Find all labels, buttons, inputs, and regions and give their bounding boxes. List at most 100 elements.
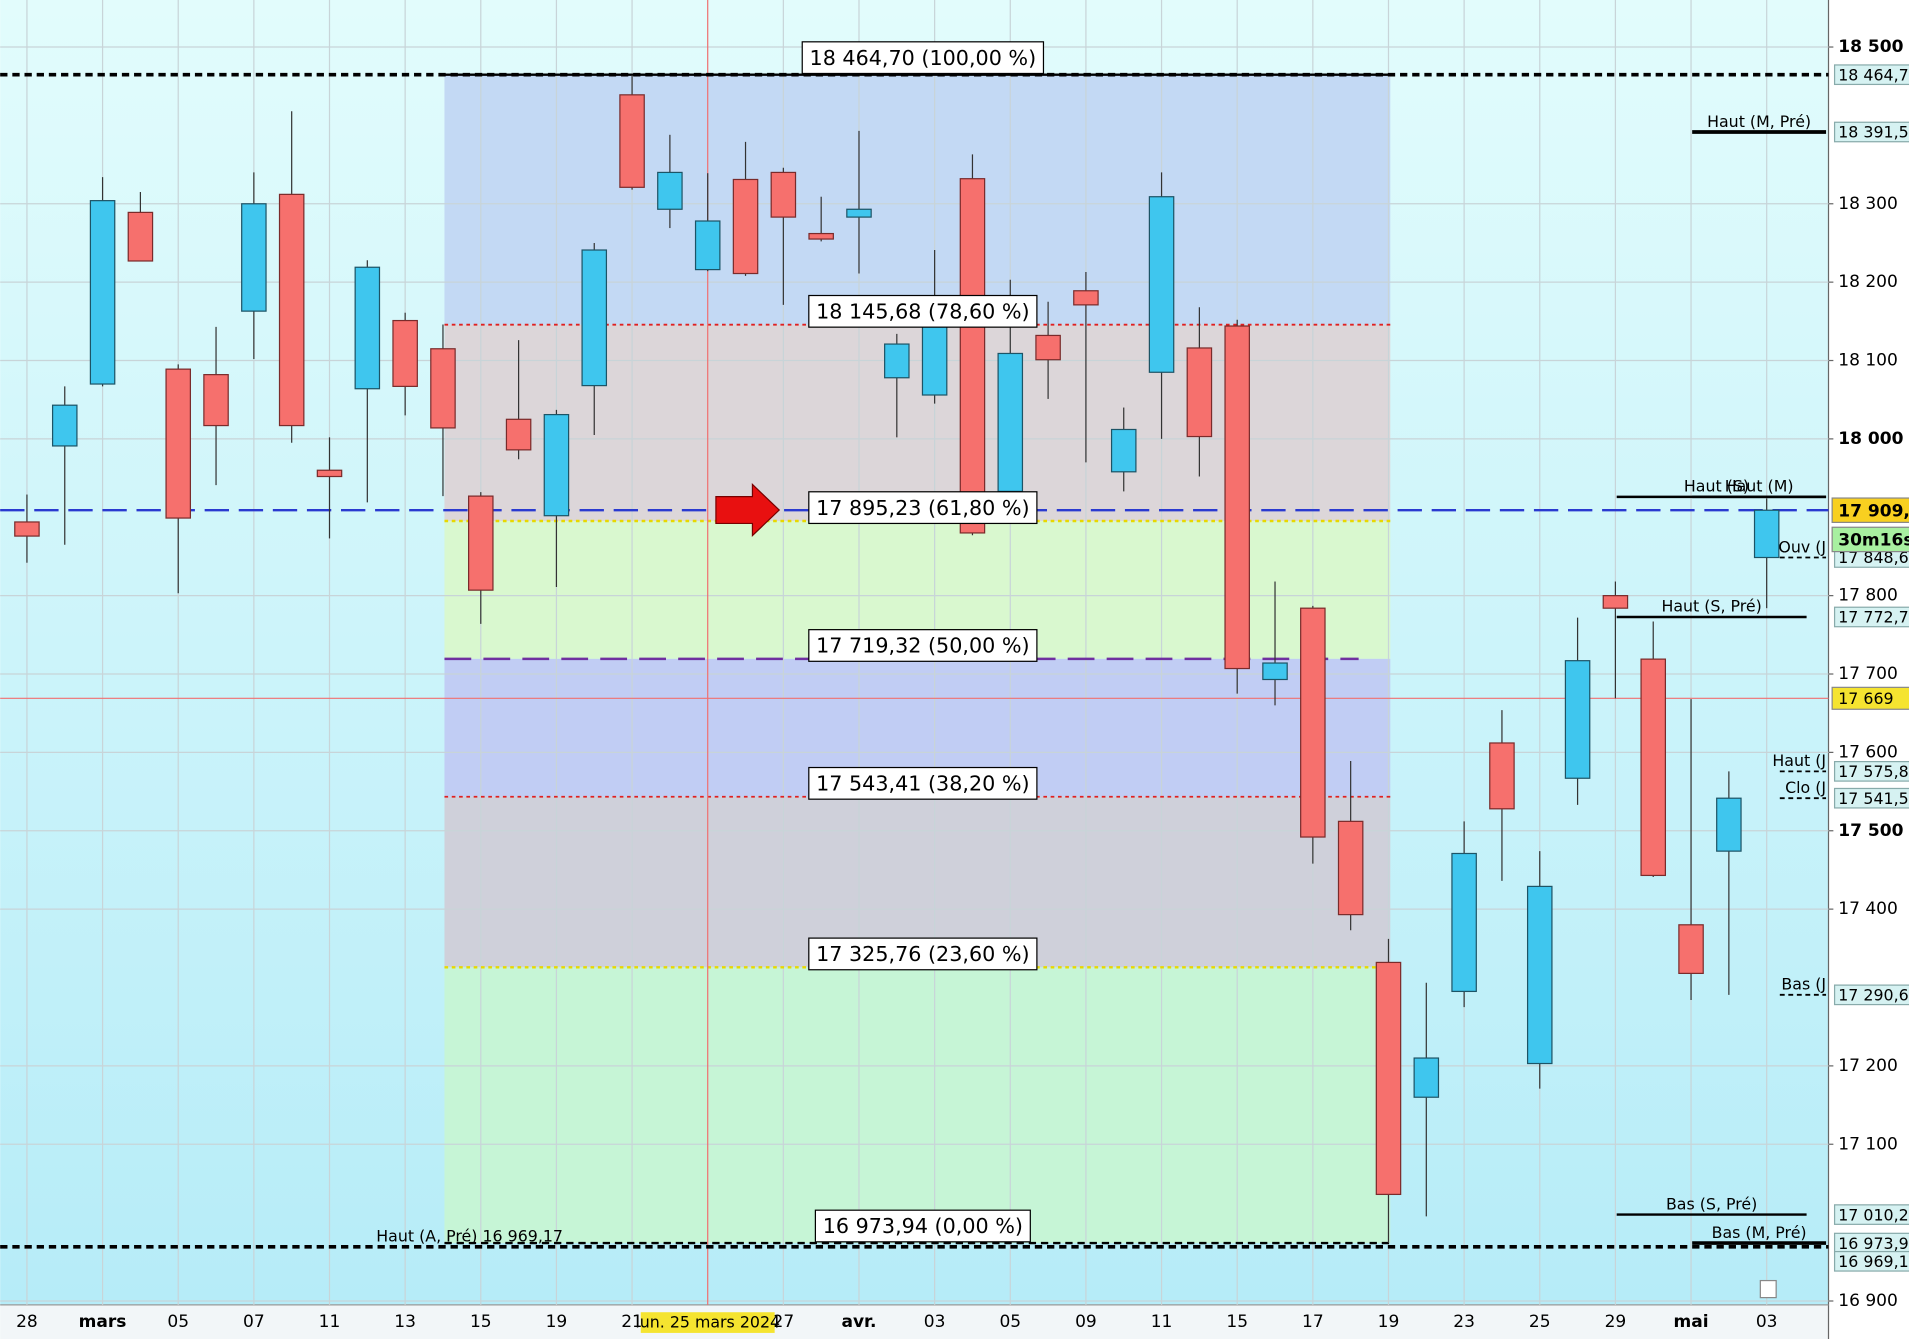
x-tick-label: 07	[243, 1312, 265, 1332]
candle-body	[278, 193, 305, 427]
fib-label-text: 17 543,41 (38,20 %)	[816, 772, 1029, 796]
candle-body	[1375, 961, 1402, 1196]
reference-label: Haut (M, Pré)	[1707, 112, 1811, 131]
candle-body	[1413, 1057, 1440, 1098]
fib-label: 17 719,32 (50,00 %)	[808, 629, 1038, 662]
candle-body	[1564, 660, 1591, 779]
y-tick-label: 17 100	[1838, 1134, 1898, 1154]
price-tag-box	[1833, 761, 1909, 782]
candle-body	[1602, 595, 1629, 609]
y-tick-label: 17 600	[1838, 742, 1898, 762]
y-tick-label: 17 200	[1838, 1056, 1898, 1076]
crosshair-price-box	[1831, 686, 1909, 710]
fib-label-box	[808, 491, 1038, 525]
candle-body	[1224, 325, 1250, 670]
fib-label-text: 18 145,68 (78,60 %)	[816, 300, 1029, 324]
candle-body	[808, 232, 834, 240]
fib-label: 16 973,94 (0,00 %)	[814, 1209, 1031, 1243]
candle-body	[203, 374, 229, 427]
info-icon[interactable]	[1759, 1279, 1777, 1299]
price-tag: 17 290,64	[1838, 986, 1909, 1005]
candle-body	[732, 178, 759, 275]
price-tag-box	[1833, 606, 1909, 628]
candle-body	[430, 348, 456, 429]
candle-body	[241, 203, 267, 312]
candle-body	[884, 343, 910, 379]
reference-label: Bas (J	[1781, 975, 1826, 994]
fib-label: 18 145,68 (78,60 %)	[808, 294, 1038, 328]
candle-body	[1753, 509, 1780, 559]
candle-body	[468, 495, 494, 591]
price-tag: 17 541,54	[1838, 789, 1909, 808]
fib-label: 17 543,41 (38,20 %)	[808, 766, 1038, 800]
countdown-box	[1831, 526, 1909, 553]
reference-label: Haut (J	[1772, 751, 1826, 770]
x-tick-label: 15	[1226, 1312, 1248, 1332]
candle-body	[14, 521, 40, 537]
candle-body	[1337, 820, 1364, 916]
price-tag: 18 391,58	[1838, 123, 1909, 142]
fib-label-text: 17 895,23 (61,80 %)	[816, 496, 1029, 520]
candle-body	[581, 249, 608, 387]
y-tick-label: 17 700	[1838, 664, 1898, 684]
candle-body	[959, 178, 986, 534]
candle-body	[1262, 662, 1288, 681]
fib-label-box	[814, 1209, 1031, 1243]
crosshair-price: 17 669	[1838, 689, 1893, 708]
candle-body	[165, 368, 192, 519]
reference-label: Haut (S)	[1684, 477, 1749, 496]
signal-arrow	[715, 483, 781, 538]
fib-label-box	[808, 937, 1038, 971]
candle-body	[657, 171, 683, 210]
candle-body	[392, 319, 418, 387]
candle-body	[1148, 196, 1175, 373]
price-tag-box	[1833, 984, 1909, 1006]
x-tick-label: 21	[621, 1312, 643, 1332]
fib-zone	[444, 967, 1391, 1244]
candle-body	[619, 94, 645, 188]
x-tick-label: 11	[319, 1312, 341, 1332]
x-tick-label: avr.	[841, 1312, 876, 1332]
candle-body	[51, 404, 78, 447]
reference-label: Bas (S, Pré)	[1666, 1194, 1757, 1213]
current-price-tag: 17 909,0	[1838, 501, 1909, 521]
y-tick-label: 17 400	[1838, 899, 1898, 919]
fib-label-box	[808, 766, 1038, 800]
x-tick-label: 19	[546, 1312, 568, 1332]
y-tick-label: 18 200	[1838, 272, 1898, 292]
x-tick-label: 13	[394, 1312, 416, 1332]
candle-body	[694, 220, 721, 271]
x-tick-label: 29	[1605, 1312, 1627, 1332]
price-tag: 17 575,80	[1838, 762, 1909, 781]
y-tick-label: 16 900	[1838, 1291, 1898, 1311]
x-tick-label: 28	[16, 1312, 38, 1332]
current-price-tag-box	[1831, 497, 1909, 523]
y-tick-label: 17 500	[1838, 821, 1903, 841]
candle-body	[1678, 924, 1704, 975]
candle-body	[543, 413, 570, 517]
candle-body	[316, 469, 343, 478]
fib-label-text: 17 719,32 (50,00 %)	[816, 634, 1029, 658]
candle-body	[921, 321, 948, 396]
candle-body	[1110, 428, 1137, 473]
candle-body	[770, 171, 797, 218]
date-axis-background	[0, 1304, 1829, 1339]
crosshair-date-box	[640, 1312, 775, 1333]
x-tick-label: mai	[1674, 1312, 1709, 1332]
y-tick-label: 18 500	[1838, 37, 1903, 57]
price-tag: 17 772,78	[1838, 608, 1909, 627]
price-axis-background	[1828, 0, 1909, 1339]
candle-body	[1451, 852, 1477, 993]
x-tick-label: 15	[470, 1312, 492, 1332]
x-tick-label: 03	[1756, 1312, 1778, 1332]
y-tick-label: 18 300	[1838, 194, 1898, 214]
price-tag-box	[1833, 64, 1909, 86]
fib-label-text: 18 464,70 (100,00 %)	[810, 46, 1037, 70]
price-tag: 18 464,70	[1838, 65, 1909, 84]
candle-body	[1073, 290, 1099, 306]
reference-label: Haut (M)	[1725, 477, 1794, 496]
fib-label-box	[808, 629, 1038, 662]
fib-label: 18 464,70 (100,00 %)	[801, 41, 1045, 75]
reference-label: Haut (A, Pré) 16 969,17	[376, 1227, 563, 1246]
